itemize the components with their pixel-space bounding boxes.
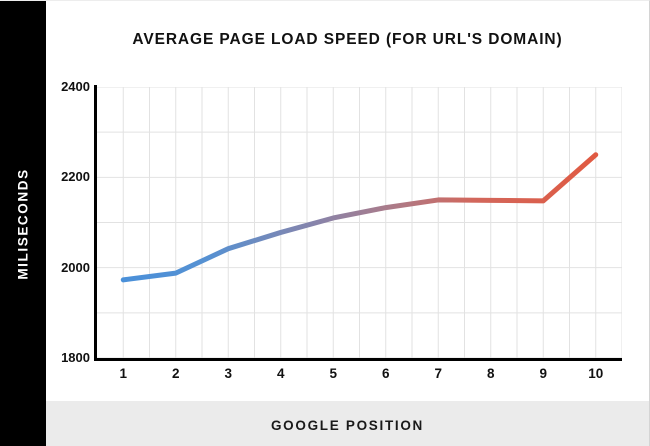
x-axis-title: GOOGLE POSITION bbox=[270, 418, 424, 433]
x-tick-label: 10 bbox=[588, 366, 604, 381]
y-tick-label: 2400 bbox=[61, 79, 90, 94]
y-axis-title: MILISECONDS bbox=[15, 168, 31, 280]
y-axis-line bbox=[94, 85, 97, 361]
y-tick-label: 1800 bbox=[61, 350, 90, 365]
gridlines bbox=[97, 87, 622, 358]
x-tick-label: 1 bbox=[119, 366, 127, 381]
plot-svg bbox=[97, 87, 622, 358]
x-axis-line bbox=[94, 358, 622, 361]
y-tick-labels: 2400 2200 2000 1800 bbox=[38, 1, 90, 446]
x-tick-label: 8 bbox=[486, 366, 495, 381]
x-tick-label: 9 bbox=[539, 366, 547, 381]
x-tick-label: 5 bbox=[329, 366, 337, 381]
y-axis-rail: MILISECONDS bbox=[0, 1, 46, 446]
x-tick-label: 7 bbox=[434, 366, 442, 381]
x-axis-band: GOOGLE POSITION bbox=[46, 401, 649, 446]
x-tick-labels: 1 2 3 4 5 6 7 8 9 10 bbox=[0, 366, 649, 392]
y-tick-label: 2200 bbox=[61, 169, 90, 185]
x-tick-label: 3 bbox=[224, 366, 232, 381]
y-tick-label: 2000 bbox=[61, 259, 90, 275]
chart-title: AVERAGE PAGE LOAD SPEED (FOR URL'S DOMAI… bbox=[132, 31, 563, 48]
x-tick-label: 4 bbox=[276, 366, 285, 381]
x-tick-label: 2 bbox=[171, 366, 180, 381]
x-tick-label: 6 bbox=[381, 366, 390, 381]
plot-area bbox=[97, 87, 622, 358]
data-line-series-0 bbox=[120, 152, 599, 283]
